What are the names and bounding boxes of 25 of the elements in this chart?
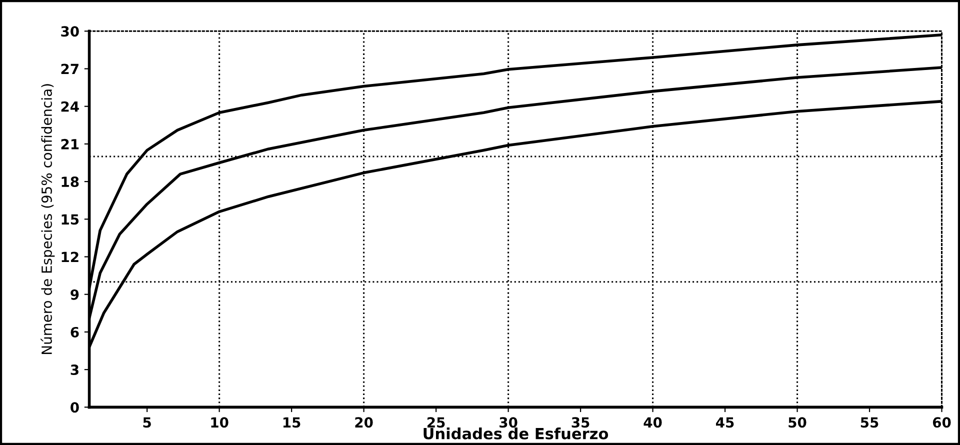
x-tick-label: 25 <box>427 417 445 428</box>
y-tick-label: 30 <box>61 26 79 37</box>
y-tick-label: 9 <box>70 289 79 300</box>
x-axis-title: Unidades de Esfuerzo <box>424 428 608 440</box>
y-tick-label: 18 <box>62 176 79 188</box>
y-tick-label: 0 <box>70 402 79 413</box>
x-tick-label: 10 <box>211 417 228 428</box>
y-tick-label: 12 <box>62 252 78 262</box>
y-tick-label: 3 <box>70 364 78 376</box>
y-tick-label: 21 <box>61 138 79 150</box>
x-tick-label: 15 <box>283 417 300 428</box>
x-tick-label: 5 <box>143 417 151 428</box>
x-tick-label: 40 <box>644 417 662 428</box>
y-axis-title: Número de Especies (95% confidencia) <box>40 84 55 354</box>
x-tick-label: 30 <box>500 417 518 428</box>
y-tick-label: 6 <box>70 326 79 338</box>
y-tick-label: 24 <box>61 101 79 112</box>
x-tick-label: 50 <box>788 417 806 428</box>
x-tick-label: 60 <box>932 417 951 428</box>
x-tick-label: 55 <box>860 417 878 428</box>
x-tick-label: 35 <box>572 417 590 428</box>
y-tick-label: 27 <box>61 64 78 74</box>
x-tick-label: 45 <box>716 417 734 428</box>
y-tick-label: 15 <box>62 214 79 225</box>
x-tick-label: 20 <box>355 417 373 428</box>
